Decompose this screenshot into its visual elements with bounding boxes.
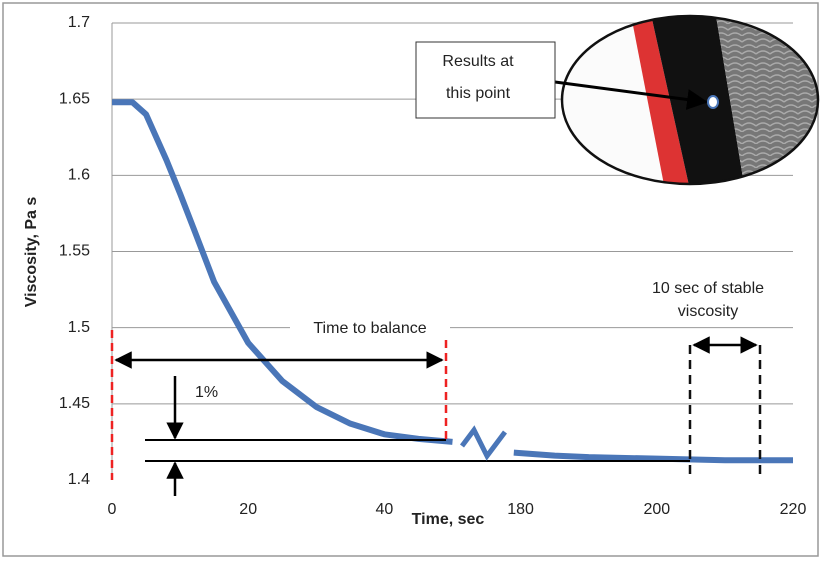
x-tick-label: 220 bbox=[780, 501, 807, 518]
annotation: 10 sec of stable bbox=[652, 280, 764, 297]
x-tick-label: 0 bbox=[108, 501, 117, 518]
y-tick-label: 1.5 bbox=[68, 319, 90, 336]
x-axis-title: Time, sec bbox=[412, 511, 485, 528]
axis-break bbox=[460, 425, 507, 461]
y-tick-label: 1.45 bbox=[59, 395, 90, 412]
x-tick-label: 200 bbox=[643, 501, 670, 518]
data-line bbox=[112, 99, 793, 464]
y-tick-label: 1.4 bbox=[68, 471, 90, 488]
callout-arrow bbox=[539, 78, 709, 110]
y-tick-label: 1.6 bbox=[68, 167, 90, 184]
x-tick-label: 180 bbox=[507, 501, 534, 518]
y-tick-label: 1.7 bbox=[68, 14, 90, 31]
annotation: Time to balance bbox=[313, 320, 426, 337]
y-axis-title: Viscosity, Pa s bbox=[23, 197, 40, 308]
point-marker bbox=[707, 95, 719, 109]
label-bg bbox=[290, 316, 450, 340]
callout-box bbox=[415, 41, 556, 119]
callout-text: this point bbox=[446, 85, 511, 102]
annotation: viscosity bbox=[678, 303, 738, 320]
callout-text: Results at bbox=[442, 53, 514, 70]
y-tick-label: 1.55 bbox=[59, 243, 90, 260]
x-tick-label: 20 bbox=[239, 501, 257, 518]
annotation: 1% bbox=[195, 384, 218, 401]
x-tick-label: 40 bbox=[376, 501, 394, 518]
inset-border bbox=[560, 14, 820, 186]
y-tick-label: 1.65 bbox=[59, 90, 90, 107]
